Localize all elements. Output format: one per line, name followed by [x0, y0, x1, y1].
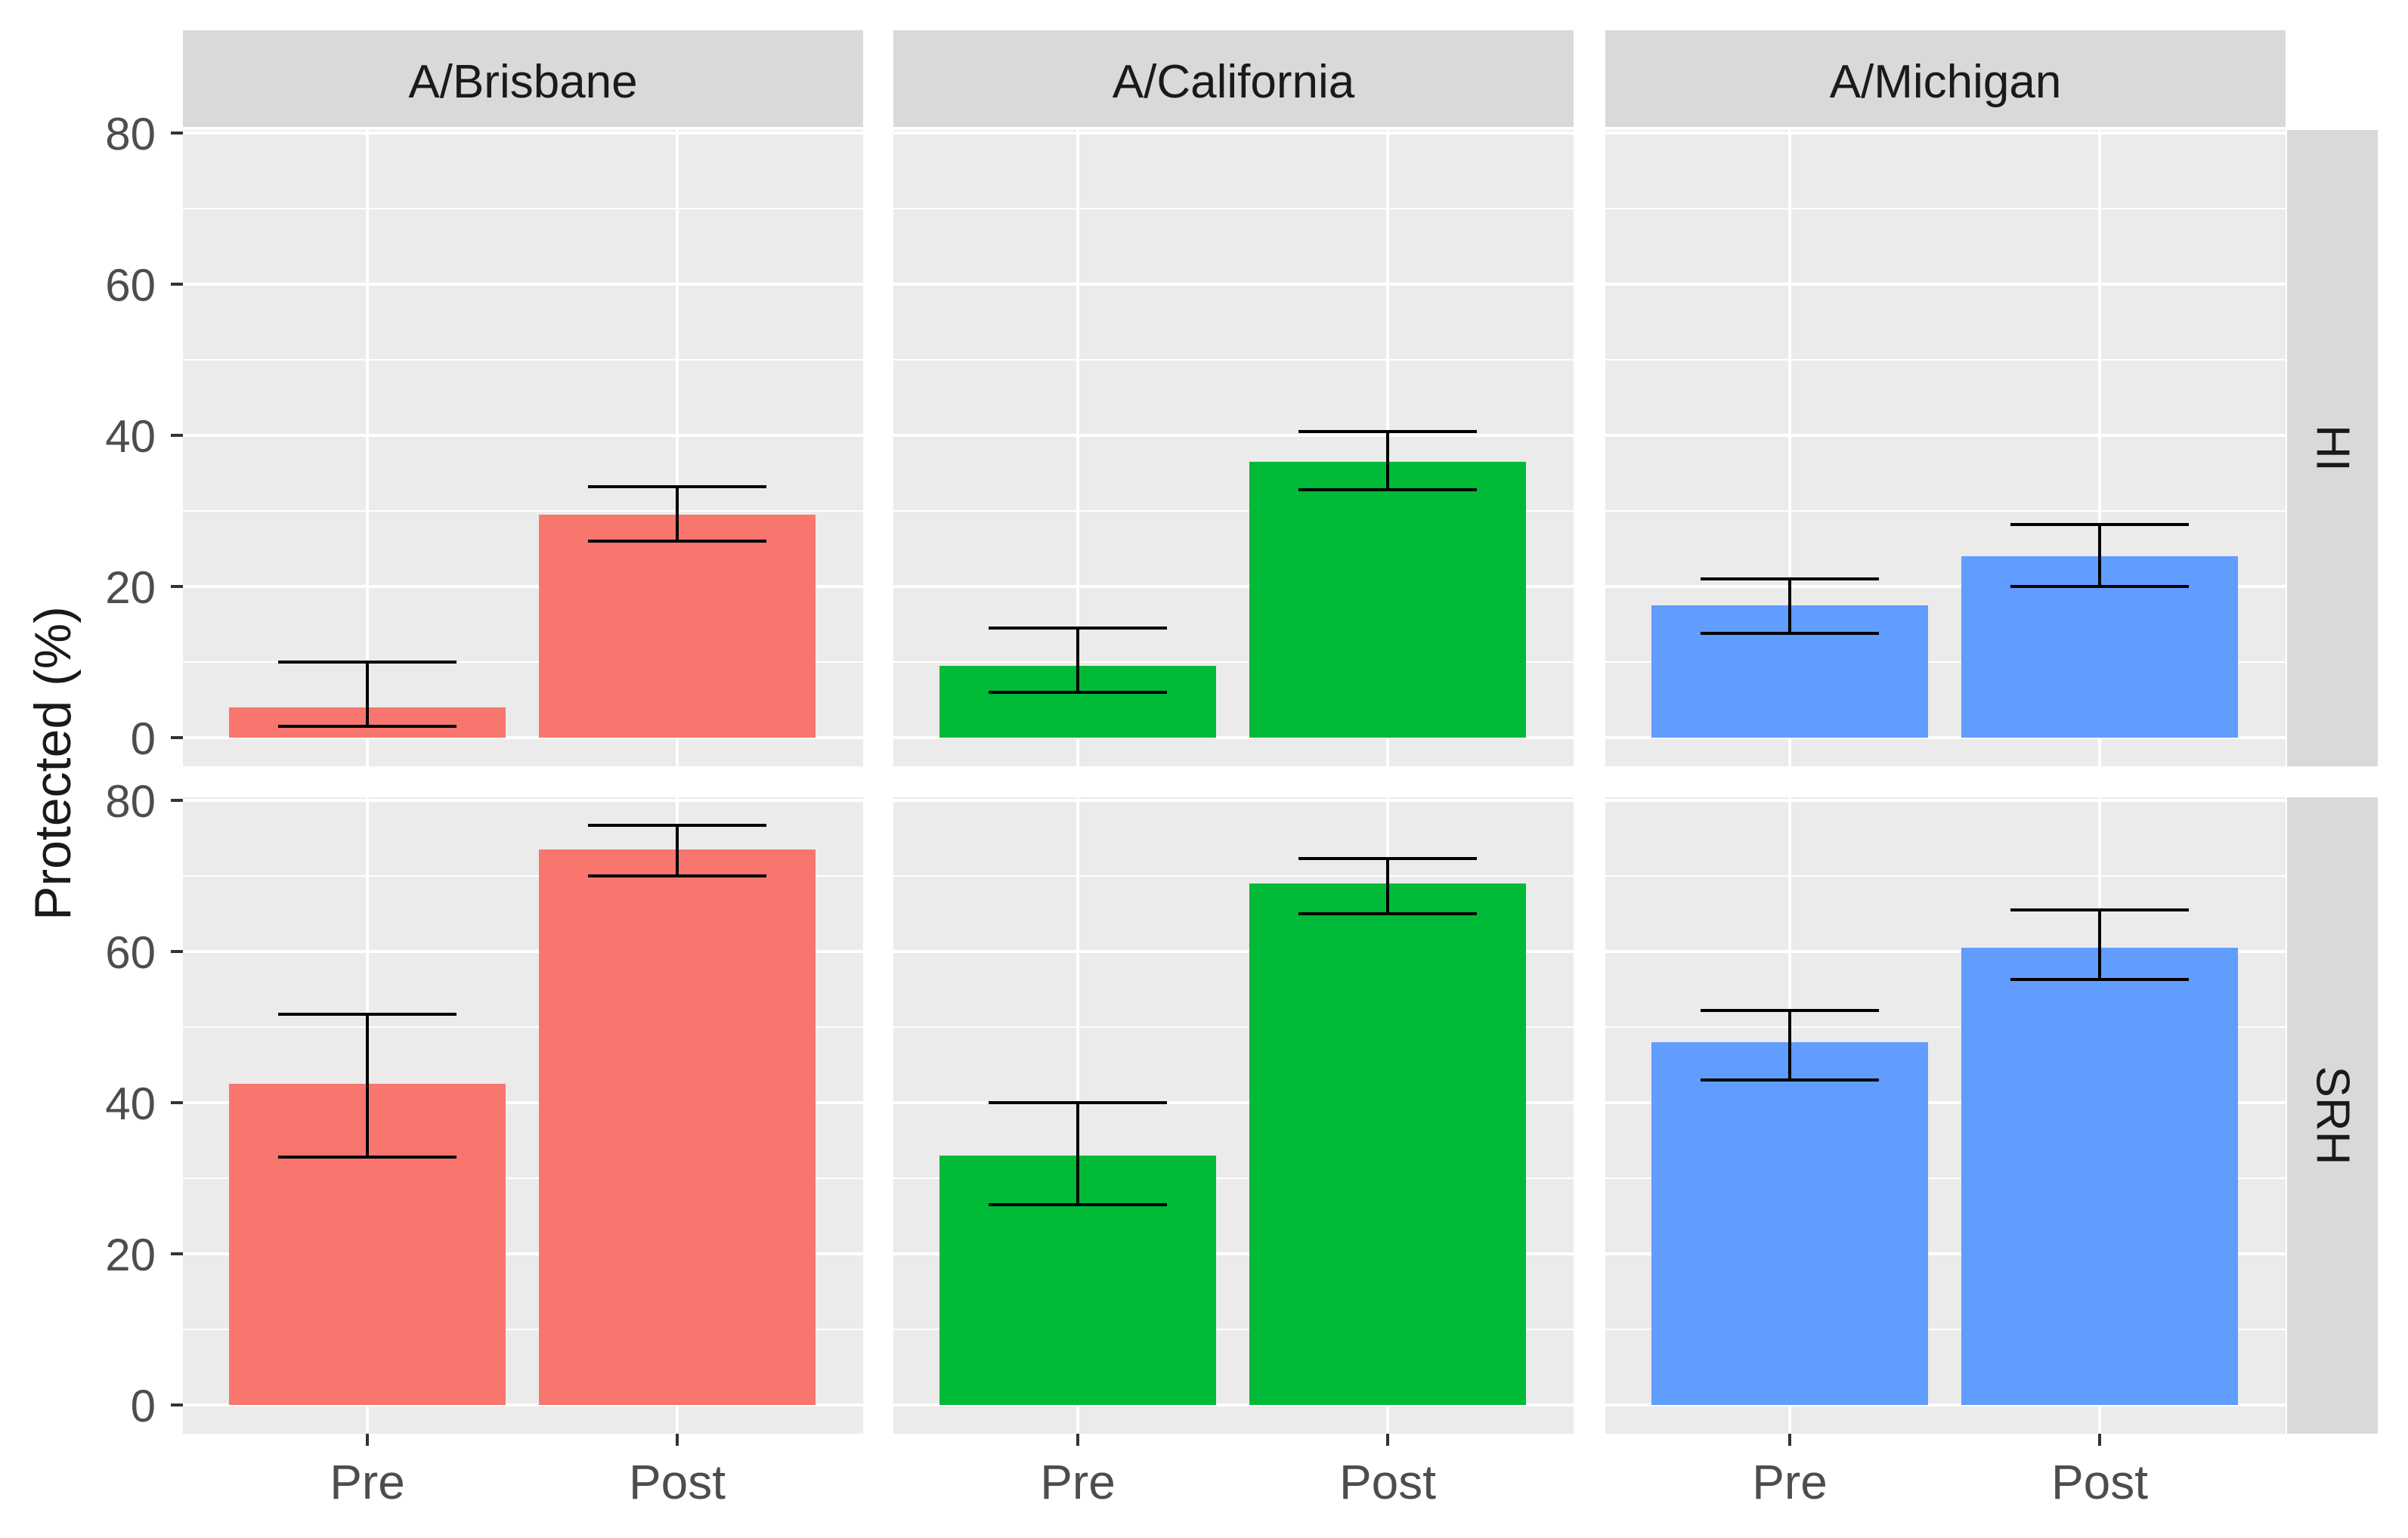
bar-post — [539, 515, 816, 738]
row-strip-label: HI — [2307, 425, 2359, 472]
y-tick-label: 20 — [105, 1230, 156, 1280]
bar-post — [1961, 948, 2238, 1405]
row-strip-bg — [2287, 130, 2378, 766]
bar-post — [539, 849, 816, 1405]
x-tick-label: Post — [1339, 1455, 1436, 1509]
y-tick-label: 60 — [105, 260, 156, 311]
bar-post — [1249, 883, 1526, 1405]
y-tick-label: 60 — [105, 927, 156, 978]
y-tick-label: 0 — [131, 1381, 156, 1431]
facet-strip-bg — [1605, 30, 2286, 127]
y-tick-label: 40 — [105, 411, 156, 462]
y-tick-label: 40 — [105, 1078, 156, 1129]
x-tick-label: Pre — [1040, 1455, 1116, 1509]
y-tick-label: 80 — [105, 776, 156, 827]
bar-post — [1249, 462, 1526, 738]
row-strip-bg — [2287, 797, 2378, 1434]
y-tick-label: 20 — [105, 562, 156, 613]
bar-pre — [1651, 1042, 1928, 1405]
y-tick-label: 0 — [131, 713, 156, 764]
facet-strip-bg — [183, 30, 863, 127]
facet-strip-bg — [893, 30, 1574, 127]
facet-strip-label: A/California — [1113, 56, 1355, 108]
facet-strip-label: A/Michigan — [1830, 56, 2062, 108]
x-tick-label: Pre — [1752, 1455, 1828, 1509]
row-strip-label: SRH — [2307, 1066, 2359, 1165]
x-tick-label: Post — [629, 1455, 726, 1509]
x-tick-label: Pre — [330, 1455, 405, 1509]
facet-strip-label: A/Brisbane — [408, 56, 637, 108]
y-tick-label: 80 — [105, 109, 156, 159]
x-tick-label: Post — [2051, 1455, 2148, 1509]
y-axis-title: Protected (%) — [24, 606, 82, 921]
